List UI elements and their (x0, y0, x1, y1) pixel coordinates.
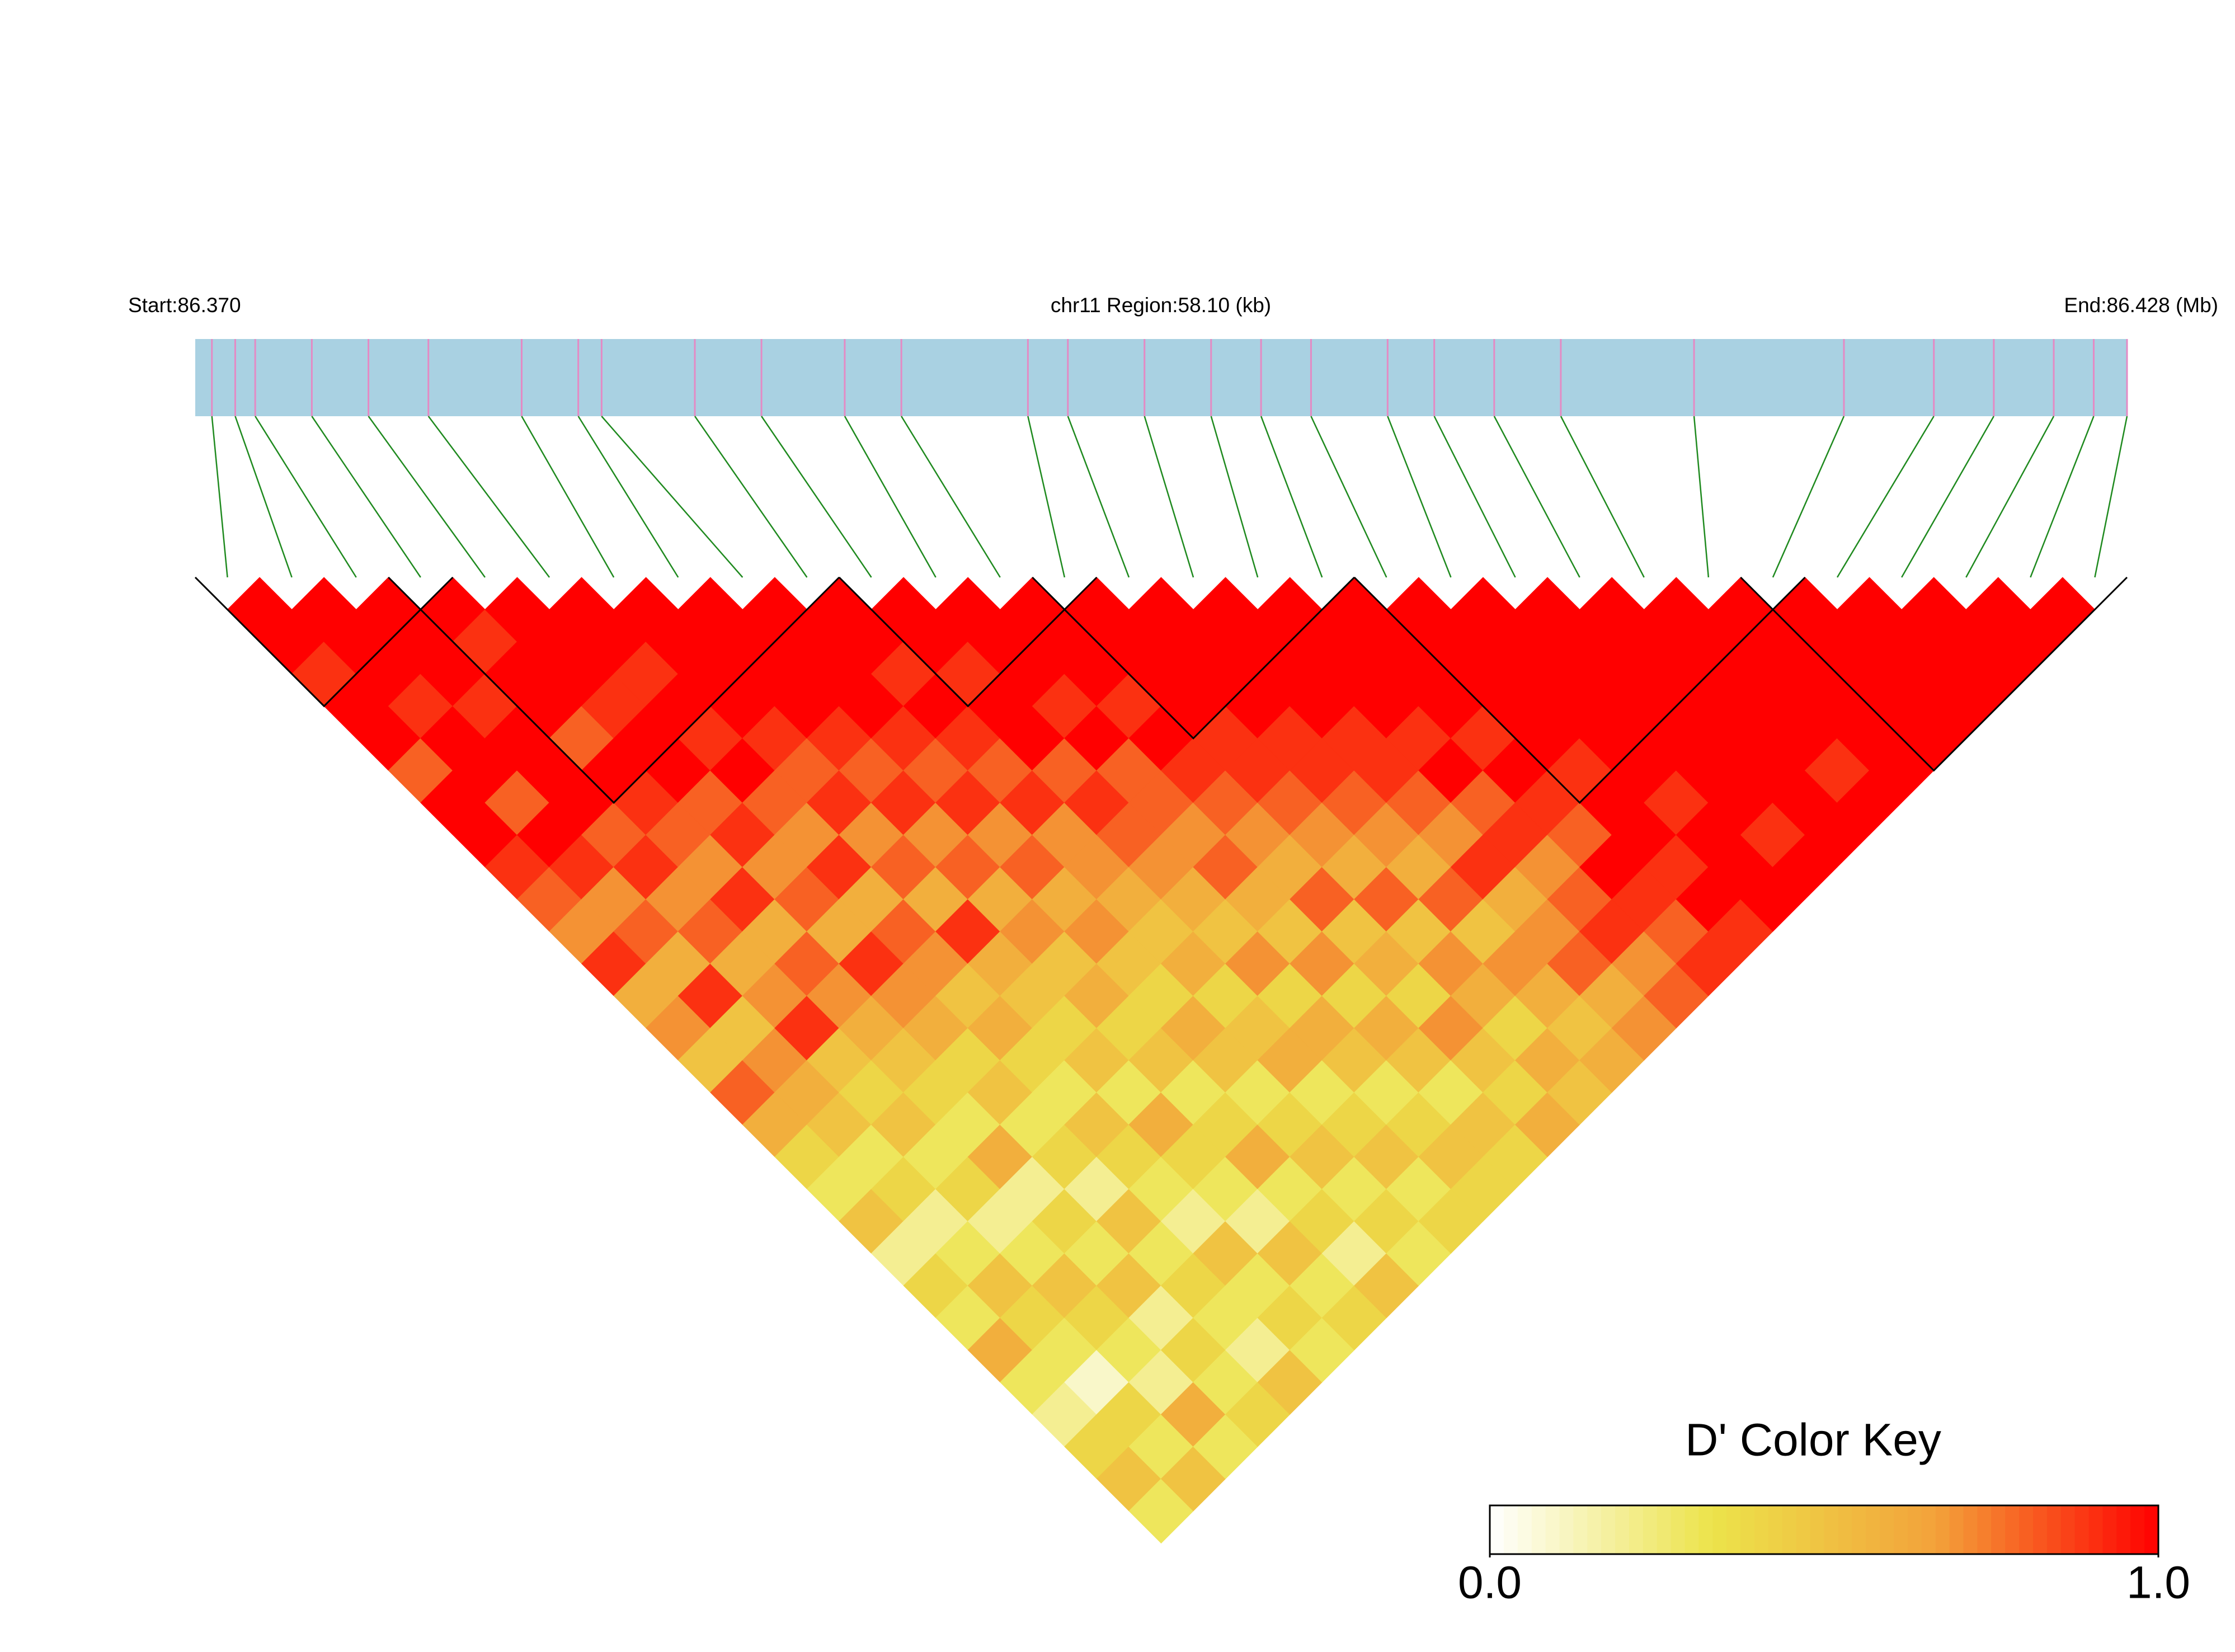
colorbar-swatch (1490, 1505, 1504, 1554)
snp-connector (427, 416, 550, 578)
heatmap (227, 577, 2096, 1544)
colorbar-swatch (1615, 1505, 1630, 1554)
start-label: Start:86.370 (128, 294, 241, 317)
snp-connector (844, 416, 937, 578)
colorbar-swatch (1657, 1505, 1672, 1554)
snp-connector (1433, 416, 1516, 578)
colorbar-swatch (1824, 1505, 1839, 1554)
colorbar-swatch (2019, 1505, 2034, 1554)
snp-connector (1067, 416, 1130, 578)
snp-connector (368, 416, 486, 578)
colorbar-swatch (2130, 1505, 2145, 1554)
snp-connector (1772, 416, 1845, 578)
colorbar-swatch (1880, 1505, 1894, 1554)
snp-connector (1310, 416, 1387, 578)
snp-connector (1027, 416, 1066, 578)
colorbar-swatch (1768, 1505, 1783, 1554)
snp-connector (1560, 416, 1645, 578)
colorbar-swatch (2116, 1505, 2132, 1554)
snp-connector (1260, 416, 1323, 578)
colorbar-swatch (1712, 1505, 1728, 1554)
colorbar-swatch (1949, 1505, 1964, 1554)
snp-connector (1693, 416, 1710, 578)
colorbar-swatch (1838, 1505, 1853, 1554)
snp-connector (1836, 416, 1935, 578)
colorbar-swatch (1517, 1505, 1532, 1554)
colorbar-swatch (1643, 1505, 1658, 1554)
colorbar-swatch (1991, 1505, 2006, 1554)
colorbar-title: D' Color Key (1685, 1415, 1941, 1466)
colorbar-swatch (1545, 1505, 1560, 1554)
colorbar-swatch (1852, 1505, 1867, 1554)
colorbar-swatch (1810, 1505, 1825, 1554)
colorbar-swatch (1866, 1505, 1881, 1554)
colorbar-swatch (1977, 1505, 1992, 1554)
colorbar-swatch (1629, 1505, 1644, 1554)
snp-connector (1965, 416, 2055, 578)
colorbar-swatch (2032, 1505, 2048, 1554)
snp-connector (1144, 416, 1194, 578)
colorbar-swatch (1921, 1505, 1936, 1554)
colorbar-swatch (1531, 1505, 1546, 1554)
ld-block-outline (1740, 576, 2128, 772)
snp-connector (1387, 416, 1452, 578)
colorbar-swatch (1754, 1505, 1769, 1554)
snp-connector (211, 416, 228, 578)
colorbar-swatch (2144, 1505, 2159, 1554)
colorbar-swatch (1907, 1505, 1922, 1554)
ld-block-outline (388, 576, 840, 804)
colorbar-swatch (1671, 1505, 1686, 1554)
snp-connector (901, 416, 1001, 578)
colorbar-swatch (1503, 1505, 1518, 1554)
colorbar-swatch (1893, 1505, 1908, 1554)
snp-connector (1901, 416, 1994, 578)
colorbar-swatch (1963, 1505, 1978, 1554)
colorbar-swatch (2005, 1505, 2020, 1554)
snp-connector (601, 416, 744, 578)
colorbar-swatch (2102, 1505, 2118, 1554)
snp-connector (2030, 416, 2095, 578)
snp-connector (694, 416, 808, 578)
colorbar-swatch (1601, 1505, 1616, 1554)
colorbar-swatch (2060, 1505, 2076, 1554)
colorbar-tick-label: 0.0 (1458, 1557, 1522, 1608)
colorbar-swatch (1796, 1505, 1811, 1554)
colorbar-tick-label: 1.0 (2126, 1557, 2190, 1608)
end-label: End:86.428 (Mb) (2064, 294, 2218, 317)
snp-connector (577, 416, 679, 578)
ld-block-outline (838, 576, 1098, 708)
region-label: chr11 Region:58.10 (kb) (1051, 294, 1271, 317)
snp-connector (234, 416, 293, 578)
snp-connector (2094, 416, 2128, 578)
snp-connector (761, 416, 872, 578)
colorbar-swatch (1740, 1505, 1756, 1554)
colorbar-swatch (2074, 1505, 2090, 1554)
ld-block-outline (1353, 576, 1806, 804)
snp-connector (1493, 416, 1580, 578)
ld-block-outline (1032, 576, 1355, 740)
snp-connector (311, 416, 421, 578)
snp-connector (1210, 416, 1259, 578)
colorbar-swatch (1726, 1505, 1742, 1554)
region-bar (195, 339, 2127, 416)
colorbar-swatch (1559, 1505, 1574, 1554)
snp-connector (255, 416, 357, 578)
colorbar-swatch (1782, 1505, 1797, 1554)
colorbar-swatch (2088, 1505, 2104, 1554)
colorbar-swatch (1698, 1505, 1714, 1554)
colorbar-frame (1489, 1504, 2159, 1555)
colorbar-swatch (1685, 1505, 1700, 1554)
colorbar-swatch (1587, 1505, 1602, 1554)
ld-block-outline (194, 576, 454, 708)
colorbar-swatch (1573, 1505, 1588, 1554)
colorbar-swatch (2046, 1505, 2062, 1554)
colorbar-swatch (1935, 1505, 1950, 1554)
snp-connector (521, 416, 615, 578)
